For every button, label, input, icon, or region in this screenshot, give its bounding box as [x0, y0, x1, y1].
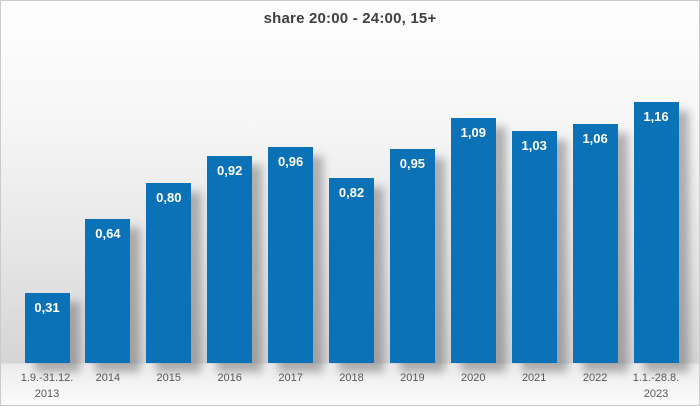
- x-axis: 1.9.-31.12. 2013 2014 2015 2016 2017 2018 2019…: [1, 363, 699, 405]
- plot-area: 0,31 0,64 0,80 0,92 0,96 0,82 0,95 1,09 1,03 1,06…: [1, 1, 699, 363]
- bar: 0,92: [207, 156, 253, 363]
- bar: 0,80: [146, 183, 192, 363]
- x-axis-label: 2016: [217, 372, 242, 384]
- bar: 1,03: [511, 131, 557, 363]
- bar-value-label: 0,92: [217, 163, 243, 178]
- x-axis-label: 1.9.-31.12. 2013: [20, 372, 74, 400]
- x-axis-label: 2018: [339, 372, 364, 384]
- x-axis-label: 2015: [156, 372, 182, 384]
- bar-value-label: 0,64: [95, 226, 121, 241]
- bar-value-label: 0,96: [277, 154, 304, 169]
- bar: 1,09: [450, 118, 496, 363]
- bar: 0,64: [85, 219, 131, 363]
- x-axis-label: 2021: [521, 372, 547, 384]
- bar-value-label: 0,31: [34, 300, 60, 315]
- x-axis-label: 2022: [582, 372, 608, 384]
- bar: 1,16: [633, 102, 679, 363]
- bar: 0,95: [389, 149, 435, 363]
- x-axis-label: 2014: [95, 372, 121, 384]
- x-axis-label: 2017: [278, 372, 303, 384]
- chart-title: share 20:00 - 24:00, 15+: [263, 10, 437, 27]
- bar: 0,96: [268, 147, 314, 363]
- bar-value-label: 1,03: [521, 138, 547, 153]
- bar-value-label: 0,82: [338, 185, 365, 200]
- bar: 1,06: [572, 124, 618, 363]
- bar-value-label: 1,16: [643, 109, 669, 124]
- x-axis-label: 2020: [461, 372, 486, 384]
- x-axis-label: 2019: [400, 372, 425, 384]
- bar-value-label: 1,06: [582, 131, 608, 146]
- bar: 0,82: [329, 178, 374, 363]
- bar-value-label: 1,09: [460, 125, 486, 140]
- bar-value-label: 0,80: [156, 190, 182, 205]
- bar-value-label: 0,95: [399, 156, 426, 171]
- x-axis-label: 1.1.-28.8. 2023: [632, 372, 680, 400]
- bar: 0,31: [24, 293, 70, 363]
